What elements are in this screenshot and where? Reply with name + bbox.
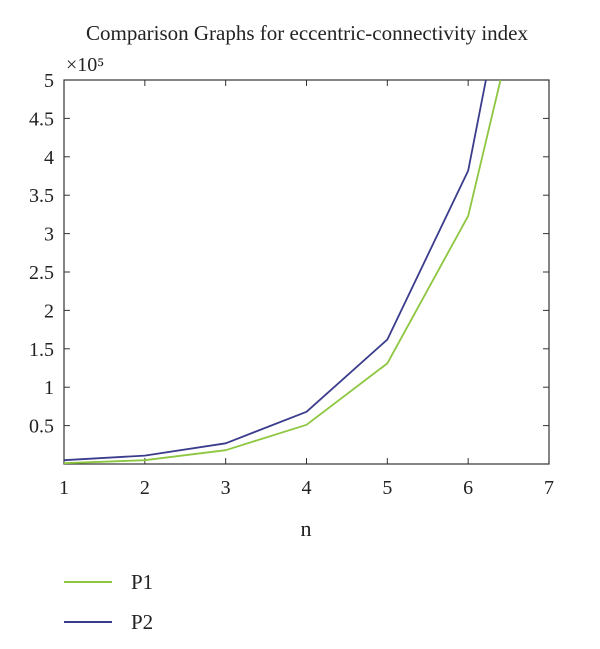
x-tick-label: 7 — [544, 477, 554, 499]
series-lines — [63, 79, 502, 465]
x-axis-label: n — [301, 516, 312, 541]
plot-frame — [63, 79, 550, 465]
y-tick-label: 0.5 — [29, 416, 54, 438]
y-tick-label: 4 — [44, 147, 54, 169]
legend-label-p1: P1 — [131, 570, 153, 594]
series-line-p1 — [63, 79, 502, 465]
x-tick-label: 3 — [221, 477, 231, 499]
x-tick-label: 5 — [382, 477, 392, 499]
axis-ticks: 1 2 3 4 5 6 7 0.5 1 1.5 2 2.5 3 3.5 4 4.5 5 — [29, 70, 554, 499]
y-tick-label: 2.5 — [29, 262, 54, 284]
y-tick-label: 4.5 — [29, 108, 54, 130]
y-tick-label: 3.5 — [29, 185, 54, 207]
legend: P1 P2 — [64, 570, 153, 634]
y-tick-label: 5 — [44, 70, 54, 92]
series-line-p2 — [63, 79, 487, 462]
x-tick-label: 4 — [302, 477, 312, 499]
y-tick-label: 1.5 — [29, 339, 54, 361]
legend-label-p2: P2 — [131, 610, 153, 634]
y-tick-label: 2 — [44, 300, 54, 322]
y-multiplier-label: ×10⁵ — [66, 54, 104, 76]
y-tick-label: 1 — [44, 377, 54, 399]
x-tick-label: 1 — [59, 477, 69, 499]
y-tick-label: 3 — [44, 224, 54, 246]
x-tick-label: 6 — [463, 477, 473, 499]
x-tick-label: 2 — [140, 477, 150, 499]
chart-title: Comparison Graphs for eccentric-connecti… — [86, 21, 529, 45]
